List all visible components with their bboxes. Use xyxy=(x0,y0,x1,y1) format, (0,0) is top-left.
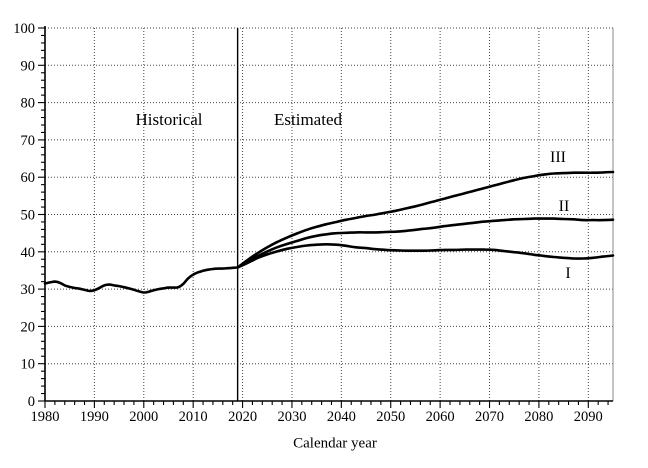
y-tick-label: 80 xyxy=(21,96,36,112)
x-tick-label: 2060 xyxy=(426,409,455,425)
x-axis-title: Calendar year xyxy=(293,435,377,452)
y-tick-label: 60 xyxy=(21,170,36,186)
axes xyxy=(44,26,613,402)
x-tick-label: 2050 xyxy=(376,409,405,425)
x-tick-label: 2040 xyxy=(327,409,356,425)
y-tick-label: 30 xyxy=(21,282,36,298)
x-tick-label: 2000 xyxy=(129,409,158,425)
x-tick-label: 2090 xyxy=(574,409,603,425)
x-tick-label: 1980 xyxy=(31,409,60,425)
x-tick-label: 1990 xyxy=(80,409,109,425)
series-label-i: I xyxy=(565,265,571,282)
y-tick-label: 20 xyxy=(21,319,36,335)
series-curve-iii xyxy=(236,170,615,269)
x-tick-label: 2080 xyxy=(524,409,553,425)
historical-region-label: Historical xyxy=(135,110,203,129)
y-tick-label: 10 xyxy=(21,357,36,373)
tick-labels: 1980 1990 2000 2010 2020 2030 2040 2050 2060 2070… xyxy=(13,21,603,425)
y-tick-label: 0 xyxy=(28,394,35,410)
x-tick-label: 2010 xyxy=(179,409,208,425)
series-curve-i xyxy=(236,243,615,269)
estimated-region-label: Estimated xyxy=(274,110,342,129)
x-tick-label: 2070 xyxy=(475,409,504,425)
y-tick-label: 100 xyxy=(13,21,35,37)
y-tick-label: 70 xyxy=(21,133,36,149)
y-tick-label: 90 xyxy=(21,58,36,74)
y-tick-label: 40 xyxy=(21,245,36,261)
series-curve-ii xyxy=(236,217,615,269)
x-tick-label: 2020 xyxy=(228,409,257,425)
series-label-iii: III xyxy=(550,149,566,166)
y-tick-label: 50 xyxy=(21,208,36,224)
series-label-ii: II xyxy=(558,198,570,215)
gridlines xyxy=(45,27,613,401)
series-curve-historical xyxy=(43,266,239,294)
series-curves xyxy=(43,170,615,294)
x-tick-label: 2030 xyxy=(277,409,306,425)
